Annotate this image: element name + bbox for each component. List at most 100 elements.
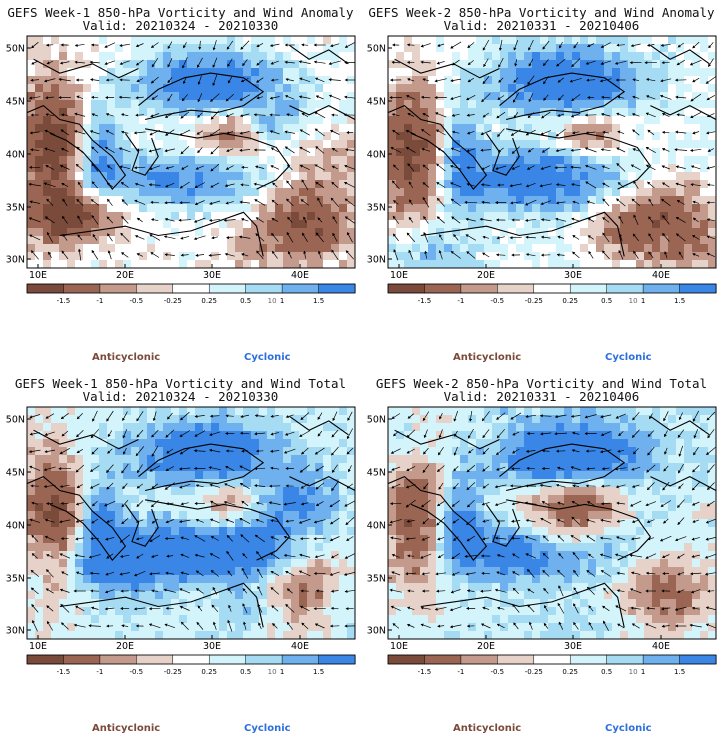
wind-arrowhead [509, 484, 513, 488]
wind-arrowhead [58, 96, 62, 100]
wind-arrowhead [346, 130, 350, 135]
wind-arrowhead [315, 486, 319, 490]
wind-arrowhead [707, 469, 711, 474]
wind-arrowhead [481, 502, 485, 506]
wind-arrowhead [525, 449, 529, 453]
wind-arrowhead [449, 625, 453, 629]
wind-arrowhead [44, 216, 49, 220]
wind-arrowhead [317, 197, 320, 201]
wind-arrowhead [543, 622, 547, 627]
color-bar-tick-label: 0.5 [240, 297, 251, 305]
wind-arrowhead [227, 619, 231, 624]
wind-arrowhead [314, 164, 318, 168]
color-bar-swatch [281, 654, 320, 665]
wind-arrowhead [540, 517, 544, 521]
wind-arrowhead [603, 587, 607, 591]
wind-arrowhead [614, 553, 619, 557]
wind-arrowhead [600, 433, 605, 437]
wind-arrowhead [106, 624, 110, 628]
wind-arrowhead [344, 95, 348, 99]
wind-arrowhead [587, 553, 592, 557]
wind-arrowhead [690, 165, 695, 169]
wind-arrowhead [209, 553, 213, 556]
wind-arrowhead [239, 114, 244, 118]
wind-arrowhead [193, 237, 198, 241]
color-bar-swatch [679, 654, 717, 665]
wind-arrowhead [525, 235, 529, 239]
wind-arrowhead [705, 606, 709, 610]
wind-arrowhead [197, 150, 201, 154]
wind-arrowhead [270, 432, 274, 436]
wind-arrowhead [136, 253, 140, 256]
wind-arrowhead [106, 182, 110, 186]
lon-tick-label: 30E [203, 270, 221, 281]
wind-arrowhead [555, 133, 559, 137]
wind-arrowhead [75, 537, 79, 541]
wind-arrowhead [482, 485, 486, 489]
wind-arrowhead [283, 553, 287, 558]
wind-arrowhead [183, 45, 186, 49]
color-bar-swatch [245, 654, 283, 665]
wind-arrowhead [527, 81, 531, 85]
wind-arrowhead [148, 149, 152, 153]
wind-arrowhead [285, 415, 289, 419]
wind-arrowhead [573, 622, 577, 626]
color-bar-tick-label: 1 [280, 668, 284, 676]
wind-arrowhead [60, 129, 64, 133]
wind-arrowhead [315, 232, 319, 236]
wind-arrowhead [226, 236, 230, 240]
wind-arrowhead [344, 503, 348, 507]
wind-arrowhead [121, 521, 125, 525]
wind-arrowhead [119, 165, 123, 169]
wind-arrowhead [31, 45, 35, 49]
wind-arrowhead [453, 418, 457, 422]
wind-arrowhead [494, 588, 498, 592]
wind-arrowhead [555, 483, 559, 487]
color-bar-swatch [642, 283, 681, 294]
wind-arrowhead [690, 98, 694, 102]
wind-arrowhead [270, 449, 274, 453]
wind-arrowhead [677, 521, 681, 526]
coastline [650, 475, 716, 491]
wind-arrowhead [255, 217, 259, 221]
wind-arrowhead [181, 65, 185, 69]
lat-tick-label: 40N [367, 150, 386, 161]
wind-arrowhead [136, 148, 140, 152]
wind-arrowhead [197, 81, 201, 85]
wind-arrowhead [648, 198, 652, 202]
wind-arrowhead [193, 219, 198, 223]
wind-arrowhead [133, 131, 137, 135]
wind-arrowhead [678, 416, 682, 421]
wind-arrowhead [481, 167, 485, 170]
wind-arrowhead [285, 78, 289, 82]
wind-arrowhead [437, 503, 441, 507]
wind-arrowhead [269, 484, 272, 488]
wind-arrowhead [284, 146, 289, 150]
coastline [289, 104, 355, 120]
wind-arrowhead [91, 113, 95, 117]
lat-tick-label: 40N [367, 521, 386, 532]
wind-arrowhead [298, 520, 303, 524]
wind-arrowhead [89, 60, 93, 64]
wind-arrowhead [104, 590, 109, 594]
wind-arrowhead [557, 113, 561, 117]
wind-arrowhead [570, 466, 574, 470]
wind-arrowhead [676, 555, 681, 559]
wind-arrowhead [298, 60, 302, 64]
wind-arrowhead [46, 502, 49, 506]
wind-arrowhead [617, 95, 621, 99]
cyclonic-label: Cyclonic [605, 723, 652, 734]
wind-arrowhead [346, 435, 350, 440]
wind-arrowhead [526, 167, 531, 170]
wind-arrowhead [197, 114, 201, 118]
wind-arrowhead [662, 572, 666, 576]
wind-arrowhead [632, 417, 636, 421]
wind-arrowhead [151, 64, 155, 68]
wind-arrowhead [422, 196, 426, 201]
wind-arrowhead [557, 602, 561, 607]
wind-arrowhead [30, 113, 34, 117]
wind-arrowhead [674, 148, 678, 152]
wind-arrowhead [331, 469, 335, 473]
wind-arrowhead [344, 624, 348, 628]
wind-arrowhead [286, 588, 290, 592]
